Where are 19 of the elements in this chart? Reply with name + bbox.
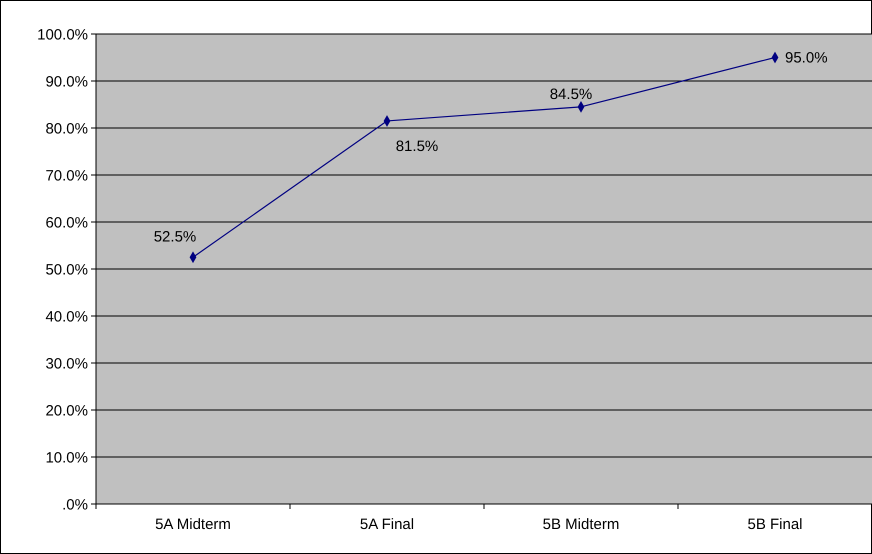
y-tick-label: 100.0% xyxy=(37,26,88,44)
data-label: 52.5% xyxy=(154,228,196,246)
y-tick-label: .0% xyxy=(62,496,88,514)
y-tick-label: 70.0% xyxy=(45,167,88,184)
y-tick-label: 30.0% xyxy=(45,355,88,372)
y-tick-label: 50.0% xyxy=(45,261,88,278)
x-tick-label: 5A Midterm xyxy=(155,516,231,533)
y-tick-label: 90.0% xyxy=(45,73,88,90)
y-tick-label: 20.0% xyxy=(45,402,88,420)
y-tick-label: 80.0% xyxy=(45,120,88,138)
y-tick-label: 10.0% xyxy=(45,449,88,466)
y-tick-label: 60.0% xyxy=(45,214,88,232)
x-tick-label: 5B Midterm xyxy=(542,516,620,533)
y-tick-label: 40.0% xyxy=(45,308,88,326)
x-tick-label: 5A Final xyxy=(360,516,414,533)
data-label: 84.5% xyxy=(550,86,592,103)
data-label: 81.5% xyxy=(396,138,438,155)
data-label: 95.0% xyxy=(785,50,828,66)
x-tick-label: 5B Final xyxy=(747,516,803,533)
